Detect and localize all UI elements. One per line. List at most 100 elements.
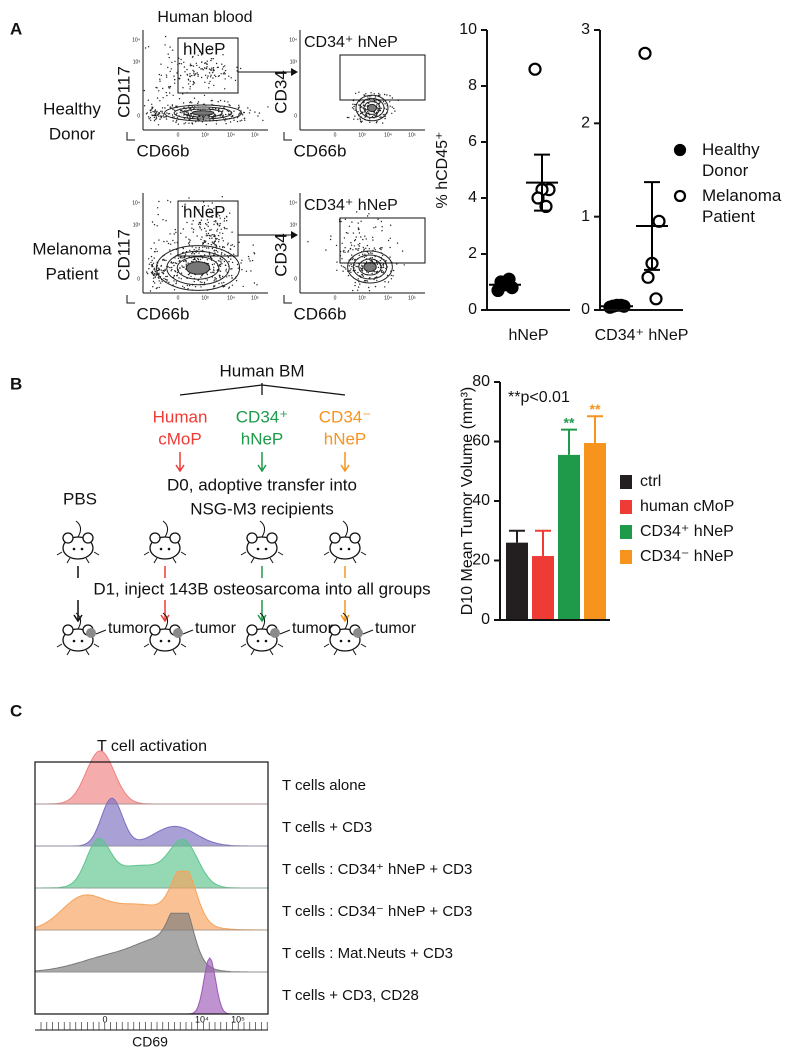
flow-event <box>204 81 206 84</box>
flow-y-label: CD117 <box>114 66 133 118</box>
flow-x-tick: 10⁵ <box>408 132 416 138</box>
flow-event <box>188 241 191 243</box>
flow-event <box>212 241 214 243</box>
flow-event <box>359 267 361 269</box>
flow-event <box>364 116 366 118</box>
flow-event <box>369 252 372 254</box>
flow-event <box>167 242 170 245</box>
mouse-ear <box>266 532 278 544</box>
flow-event <box>154 276 156 279</box>
flow-event <box>220 253 223 255</box>
flow-event <box>253 252 255 254</box>
flow-event <box>206 224 208 226</box>
data-point <box>641 270 655 284</box>
flow-event <box>387 281 390 283</box>
flow-x-tick: 10⁵ <box>408 295 416 301</box>
flow-event <box>219 246 221 248</box>
flow-event <box>181 112 183 114</box>
flow-event <box>215 249 217 252</box>
flow-event <box>350 244 353 246</box>
flow-event <box>373 227 375 229</box>
y-tick-label: 40 <box>472 492 490 509</box>
flow-event <box>230 258 232 260</box>
flow-event <box>227 242 229 244</box>
flow-event <box>167 266 169 268</box>
flow-event <box>362 275 364 277</box>
flow-event <box>380 116 382 118</box>
flow-event <box>193 253 196 255</box>
flow-event <box>219 222 221 225</box>
flow-event <box>226 228 228 230</box>
flow-event <box>193 70 195 73</box>
flow-event <box>243 117 246 120</box>
flow-event <box>221 63 223 65</box>
flow-event <box>217 66 219 69</box>
flow-event <box>252 244 254 246</box>
flow-event <box>231 277 233 279</box>
legend-swatch <box>620 500 632 514</box>
flow-event <box>181 257 183 259</box>
flow-event <box>217 234 220 237</box>
flow-event <box>189 75 191 77</box>
flow-event <box>185 236 187 238</box>
flow-event <box>157 207 159 209</box>
histogram-curve <box>35 797 268 847</box>
flow-event <box>179 257 182 259</box>
flow-event <box>344 251 346 253</box>
flow-event <box>225 113 227 116</box>
flow-event <box>242 285 244 288</box>
mouse-ear <box>246 532 258 544</box>
flow-event <box>378 102 381 105</box>
inject-arrow <box>257 600 267 623</box>
mouse-icon <box>323 520 367 564</box>
mouse-ear <box>149 624 161 636</box>
flow-event <box>384 103 386 105</box>
flow-event <box>221 259 223 261</box>
y-tick-label: 0 <box>468 301 477 318</box>
flow-event <box>223 226 225 229</box>
flow-event <box>242 114 244 116</box>
flow-event <box>243 111 245 114</box>
flow-event <box>365 109 367 111</box>
y-tick-label: 0 <box>581 301 590 318</box>
flow-event <box>169 85 172 88</box>
flow-event <box>362 253 364 255</box>
step-text: NSG-M3 recipients <box>190 499 334 518</box>
bar <box>506 542 528 620</box>
flow-event <box>147 99 149 101</box>
flow-event <box>174 60 176 63</box>
flow-event <box>191 227 193 229</box>
inject-arrow <box>340 600 350 623</box>
flow-event <box>215 220 217 222</box>
flow-event <box>267 106 269 108</box>
flow-event <box>199 281 202 283</box>
flow-event <box>162 270 164 272</box>
legend-swatch <box>620 475 632 489</box>
flow-event <box>247 107 249 109</box>
significance: ** <box>590 401 601 417</box>
flow-event <box>389 95 391 97</box>
flow-contour <box>352 254 388 280</box>
flow-event <box>365 247 367 249</box>
flow-event <box>167 104 169 107</box>
flow-event <box>240 67 242 70</box>
flow-event <box>382 100 385 103</box>
tumor <box>173 628 183 638</box>
histogram-x-tick: 10⁵ <box>231 1014 245 1024</box>
flow-event <box>354 115 356 117</box>
flow-event <box>336 261 338 263</box>
flow-event <box>226 110 228 112</box>
flow-event <box>350 242 352 244</box>
gate <box>339 217 426 264</box>
flow-event <box>206 273 209 276</box>
flow-event <box>224 120 226 122</box>
flow-event <box>203 241 205 243</box>
flow-event <box>354 284 356 287</box>
flow-event <box>347 232 349 234</box>
flow-event <box>217 213 219 215</box>
flow-event <box>221 237 223 239</box>
flow-event <box>163 240 165 243</box>
flow-event <box>212 67 215 69</box>
flow-event <box>389 237 391 239</box>
flow-event <box>371 115 374 118</box>
